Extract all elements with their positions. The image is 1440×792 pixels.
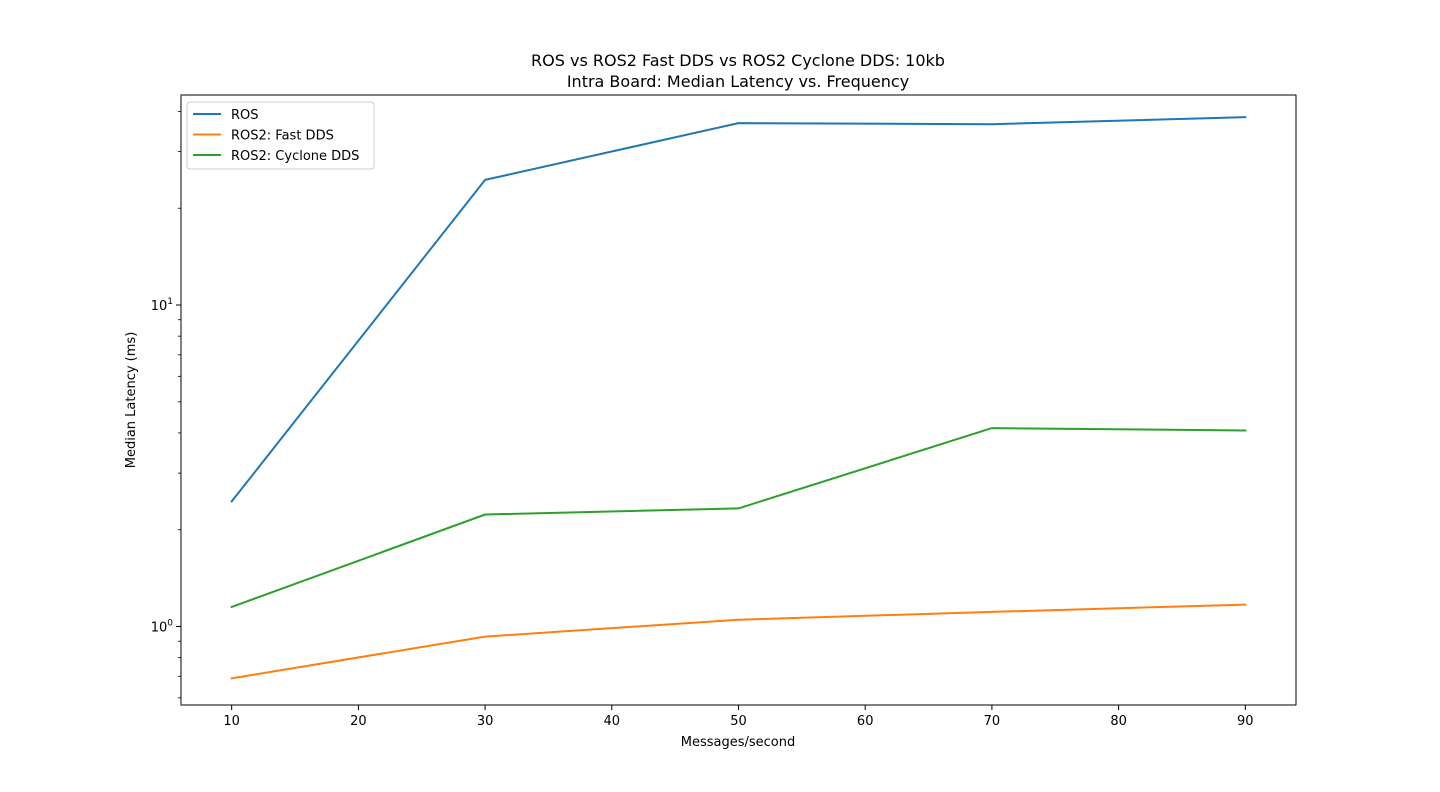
series-line-ros2-fast-dds bbox=[230, 603, 1247, 680]
x-axis-label: Messages/second bbox=[681, 735, 796, 750]
x-tick-label: 30 bbox=[477, 714, 494, 729]
x-axis-ticks: 10 20 30 40 50 60 70 80 90 bbox=[223, 705, 1254, 729]
series-layer bbox=[230, 116, 1247, 680]
legend-label: ROS2: Fast DDS bbox=[231, 129, 334, 144]
legend-label: ROS2: Cyclone DDS bbox=[231, 149, 359, 164]
x-tick-label: 20 bbox=[350, 714, 367, 729]
x-tick-label: 90 bbox=[1237, 714, 1254, 729]
series-line-ros bbox=[230, 116, 1247, 503]
series-line-ros2-cyclone-dds bbox=[230, 427, 1247, 609]
y-tick-label: 100 bbox=[151, 619, 174, 636]
legend-box bbox=[186, 101, 375, 170]
chart-subtitle: Intra Board: Median Latency vs. Frequenc… bbox=[567, 72, 909, 91]
x-tick-label: 10 bbox=[223, 714, 240, 729]
plot-area-frame bbox=[180, 94, 1297, 706]
x-tick-label: 50 bbox=[730, 714, 747, 729]
y-tick-label: 101 bbox=[151, 297, 173, 314]
x-tick-label: 70 bbox=[984, 714, 1001, 729]
legend-entries: ROS ROS2: Fast DDS ROS2: Cyclone DDS bbox=[193, 108, 359, 164]
y-axis-label: Median Latency (ms) bbox=[124, 332, 139, 469]
legend: ROS ROS2: Fast DDS ROS2: Cyclone DDS bbox=[186, 101, 375, 170]
chart-title: ROS vs ROS2 Fast DDS vs ROS2 Cyclone DDS… bbox=[531, 51, 945, 70]
x-tick-label: 80 bbox=[1110, 714, 1127, 729]
x-tick-label: 60 bbox=[857, 714, 874, 729]
legend-label: ROS bbox=[231, 108, 259, 123]
x-tick-label: 40 bbox=[604, 714, 621, 729]
